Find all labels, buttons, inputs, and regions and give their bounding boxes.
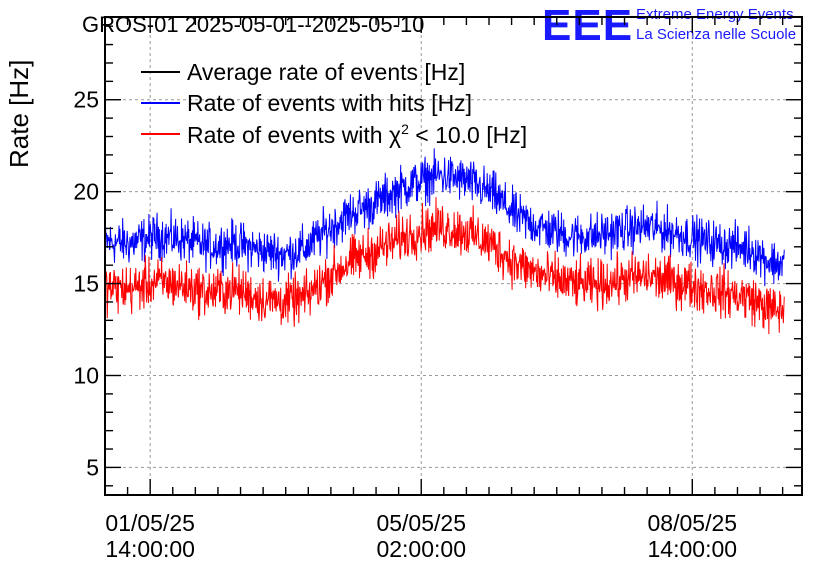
chart-title: GROS-01 2025-05-01--2025-05-10 — [82, 12, 424, 37]
x-tick-label-time: 14:00:00 — [105, 536, 195, 562]
plot-frame — [104, 16, 803, 496]
series-line-hits — [104, 148, 785, 287]
eee-logo: EEE Extreme Energy Events La Scienza nel… — [542, 1, 796, 50]
y-tick-label: 15 — [73, 271, 99, 297]
legend-chi2-sup: 2 — [401, 121, 409, 137]
legend-label-chi2: Rate of events with χ2 < 10.0 [Hz] — [187, 121, 527, 148]
series-line-chi2 — [104, 197, 785, 335]
legend: Average rate of events [Hz] Rate of even… — [141, 59, 527, 148]
x-tick-label-date: 08/05/25 — [648, 510, 738, 536]
x-tick-label-time: 02:00:00 — [376, 536, 466, 562]
x-tick-label-date: 01/05/25 — [105, 510, 195, 536]
legend-chi2-symbol: χ — [389, 122, 401, 148]
y-tick-label: 5 — [86, 454, 99, 480]
legend-chi2-suffix: < 10.0 [Hz] — [409, 122, 527, 148]
series-layer — [104, 148, 785, 335]
x-tick-labels: 01/05/2514:00:0005/05/2502:00:0008/05/25… — [105, 510, 737, 562]
eee-logo-letters: EEE — [542, 1, 633, 50]
y-tick-labels: 5 10 15 20 25 — [73, 87, 99, 481]
y-tick-label: 25 — [73, 87, 99, 113]
y-tick-label: 10 — [73, 363, 99, 389]
legend-label-hits: Rate of events with hits [Hz] — [187, 90, 472, 116]
eee-logo-line1: Extreme Energy Events — [636, 6, 794, 23]
x-tick-label-time: 14:00:00 — [648, 536, 738, 562]
x-tick-label-date: 05/05/25 — [376, 510, 466, 536]
eee-logo-line2: La Scienza nelle Scuole — [636, 26, 796, 43]
y-axis-label: Rate [Hz] — [4, 60, 34, 168]
y-tick-label: 20 — [73, 179, 99, 205]
legend-chi2-prefix: Rate of events with — [187, 122, 389, 148]
axis-ticks — [105, 17, 802, 495]
legend-label-average: Average rate of events [Hz] — [187, 59, 465, 85]
